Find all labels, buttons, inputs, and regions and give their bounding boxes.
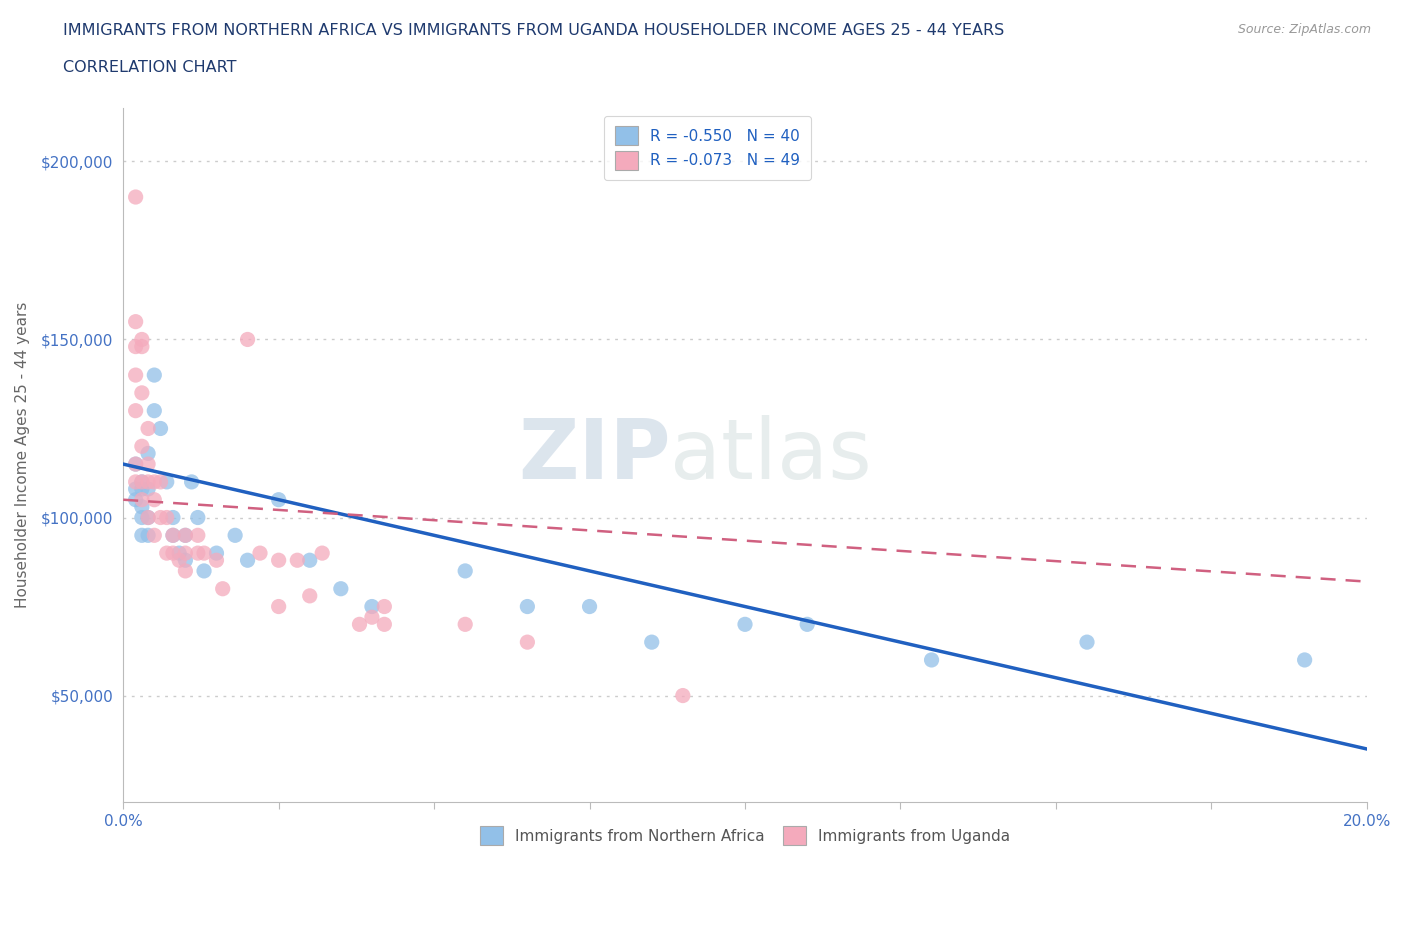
- Point: [124, 190, 146, 205]
- Point: [143, 492, 166, 507]
- Y-axis label: Householder Income Ages 25 - 44 years: Householder Income Ages 25 - 44 years: [15, 302, 30, 608]
- Point: [131, 439, 153, 454]
- Point: [311, 546, 333, 561]
- Text: CORRELATION CHART: CORRELATION CHART: [63, 60, 236, 75]
- Point: [329, 581, 352, 596]
- Text: Source: ZipAtlas.com: Source: ZipAtlas.com: [1237, 23, 1371, 36]
- Point: [131, 474, 153, 489]
- Point: [193, 546, 215, 561]
- Text: atlas: atlas: [671, 415, 872, 496]
- Point: [224, 528, 246, 543]
- Point: [136, 510, 159, 525]
- Point: [1076, 634, 1098, 649]
- Point: [672, 688, 695, 703]
- Legend: Immigrants from Northern Africa, Immigrants from Uganda: Immigrants from Northern Africa, Immigra…: [468, 814, 1022, 857]
- Point: [167, 552, 190, 567]
- Point: [131, 499, 153, 514]
- Point: [167, 546, 190, 561]
- Point: [131, 510, 153, 525]
- Point: [131, 528, 153, 543]
- Point: [136, 528, 159, 543]
- Point: [124, 404, 146, 418]
- Point: [149, 510, 172, 525]
- Point: [180, 474, 202, 489]
- Point: [236, 332, 259, 347]
- Point: [187, 546, 209, 561]
- Point: [236, 552, 259, 567]
- Point: [162, 528, 184, 543]
- Text: ZIP: ZIP: [517, 415, 671, 496]
- Point: [734, 617, 756, 631]
- Point: [136, 482, 159, 497]
- Point: [174, 552, 197, 567]
- Point: [267, 599, 290, 614]
- Point: [796, 617, 818, 631]
- Point: [249, 546, 271, 561]
- Point: [143, 367, 166, 382]
- Point: [124, 367, 146, 382]
- Text: IMMIGRANTS FROM NORTHERN AFRICA VS IMMIGRANTS FROM UGANDA HOUSEHOLDER INCOME AGE: IMMIGRANTS FROM NORTHERN AFRICA VS IMMIG…: [63, 23, 1004, 38]
- Point: [267, 552, 290, 567]
- Point: [124, 457, 146, 472]
- Point: [131, 339, 153, 354]
- Point: [205, 546, 228, 561]
- Point: [124, 492, 146, 507]
- Point: [211, 581, 233, 596]
- Point: [136, 474, 159, 489]
- Point: [143, 474, 166, 489]
- Point: [131, 474, 153, 489]
- Point: [156, 510, 179, 525]
- Point: [298, 552, 321, 567]
- Point: [124, 457, 146, 472]
- Point: [174, 546, 197, 561]
- Point: [174, 564, 197, 578]
- Point: [143, 404, 166, 418]
- Point: [187, 510, 209, 525]
- Point: [641, 634, 664, 649]
- Point: [149, 421, 172, 436]
- Point: [174, 528, 197, 543]
- Point: [143, 528, 166, 543]
- Point: [349, 617, 371, 631]
- Point: [136, 457, 159, 472]
- Point: [162, 546, 184, 561]
- Point: [205, 552, 228, 567]
- Point: [174, 528, 197, 543]
- Point: [298, 589, 321, 604]
- Point: [285, 552, 308, 567]
- Point: [131, 332, 153, 347]
- Point: [162, 528, 184, 543]
- Point: [361, 610, 384, 625]
- Point: [131, 385, 153, 400]
- Point: [131, 482, 153, 497]
- Point: [454, 617, 477, 631]
- Point: [136, 446, 159, 461]
- Point: [136, 421, 159, 436]
- Point: [454, 564, 477, 578]
- Point: [156, 474, 179, 489]
- Point: [187, 528, 209, 543]
- Point: [162, 510, 184, 525]
- Point: [149, 474, 172, 489]
- Point: [578, 599, 600, 614]
- Point: [921, 653, 943, 668]
- Point: [267, 492, 290, 507]
- Point: [373, 617, 395, 631]
- Point: [193, 564, 215, 578]
- Point: [131, 492, 153, 507]
- Point: [156, 546, 179, 561]
- Point: [516, 634, 538, 649]
- Point: [136, 510, 159, 525]
- Point: [124, 482, 146, 497]
- Point: [124, 314, 146, 329]
- Point: [124, 474, 146, 489]
- Point: [361, 599, 384, 614]
- Point: [516, 599, 538, 614]
- Point: [1294, 653, 1316, 668]
- Point: [373, 599, 395, 614]
- Point: [124, 339, 146, 354]
